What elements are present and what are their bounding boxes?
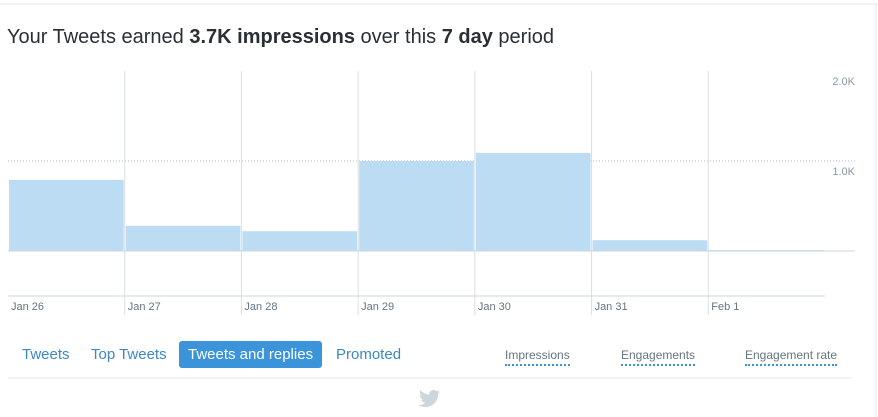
y-tick-label: 1.0K	[832, 166, 855, 178]
x-tick-label: Feb 1	[711, 301, 739, 313]
x-tick-label: Jan 28	[244, 301, 277, 313]
title-emphasis: 3.7K impressions	[189, 26, 355, 48]
bar	[9, 179, 124, 251]
title-text: Your Tweets earned	[7, 26, 184, 48]
metric-toggle[interactable]: Engagements	[621, 348, 696, 366]
tab[interactable]: Tweets	[22, 346, 70, 363]
x-tick-label: Jan 29	[361, 301, 394, 313]
bar	[242, 231, 358, 251]
y-tick-label: 2.0K	[832, 76, 855, 88]
x-tick-label: Jan 26	[11, 301, 44, 313]
x-tick-label: Jan 27	[128, 301, 161, 313]
title-emphasis: 7 day	[441, 26, 493, 48]
metric-toggle[interactable]: Engagement rate	[745, 348, 838, 366]
title-text: over this	[360, 26, 437, 48]
bar	[592, 240, 708, 251]
bar	[475, 152, 591, 251]
tab[interactable]: Top Tweets	[91, 346, 167, 363]
bird-icon	[418, 389, 441, 408]
title: Your Tweets earned 3.7K impressions over…	[7, 26, 554, 49]
bar	[125, 225, 241, 251]
title-text: period	[498, 26, 555, 48]
x-tick-label: Jan 31	[595, 301, 628, 313]
bar	[359, 161, 474, 251]
metric-toggle[interactable]: Impressions	[505, 348, 570, 366]
x-tick-label: Jan 30	[478, 301, 511, 313]
tab-active[interactable]: Tweets and replies	[179, 341, 323, 368]
tab[interactable]: Promoted	[336, 346, 402, 363]
